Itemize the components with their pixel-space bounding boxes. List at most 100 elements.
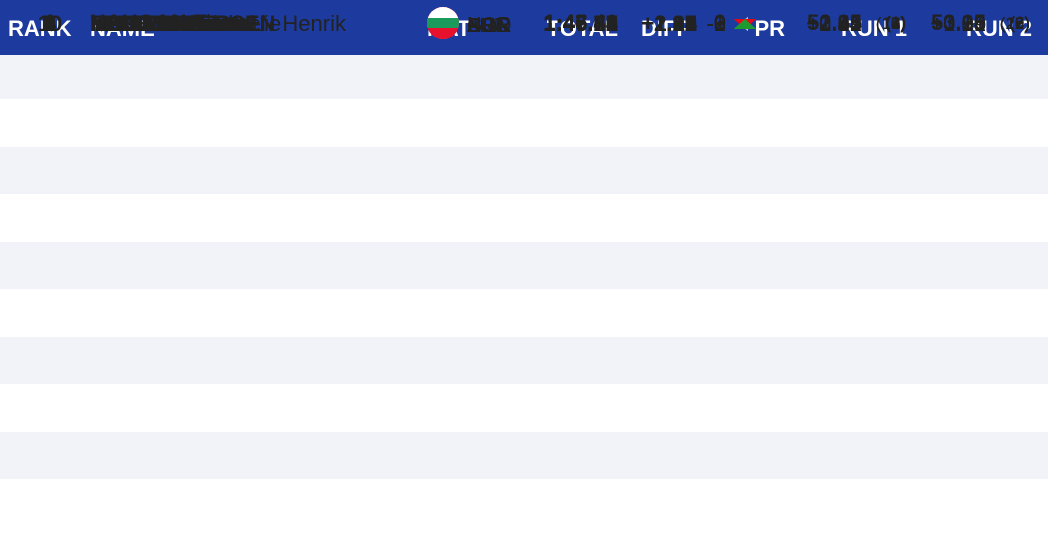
run1-time: +1.18 [806,11,862,36]
first-name: Atle Lie [207,11,282,36]
rank: 9 [43,11,57,36]
flag-part [427,27,459,39]
time-diff: +1.91 [641,11,697,36]
position-change: 3 [713,11,726,36]
athlete-name: NOEL Clement [90,0,240,48]
first-name: Albert [175,11,233,36]
trend-arrow [734,18,756,29]
nation: GBR [467,15,511,37]
run1-time: +2.62 [806,11,862,36]
position-change: 2 [713,11,726,36]
time-diff: +2.37 [641,11,697,36]
run1-rank: (7) [885,14,906,33]
nation: NOR [467,15,512,37]
run1-rank: (1) [885,13,906,32]
athlete-name: POPOV Albert [90,0,233,48]
first-name: Loic [210,11,252,36]
athlete-name: HAUGAN Timon [90,0,254,46]
run2-time: -0.31 [935,11,986,36]
nation: SUI [467,15,501,37]
run2-rank: (20) [999,14,1030,33]
run1-rank: (8) [885,14,906,33]
run2-time: -0.09 [935,11,986,36]
run1-time: +1.44 [806,11,862,36]
total-time: 1:47.77 [543,11,618,36]
time-diff: +1.13 [641,11,697,36]
column-header: RUN 2 [965,16,1032,41]
run2-time: 53.15 [930,10,986,35]
total-time: 1:46.71 [543,11,618,36]
athlete-name: YULE Daniel [90,0,218,48]
table-row: 2 MEILLARD Loic SUI 1:46.53 +1.13 6 +1.44 (8) -0.… [0,6,1048,99]
total-time: 1:46.66 [543,11,618,36]
run1-rank: (10) [875,14,906,33]
last-name: NOEL [90,11,152,36]
position-change: 6 [713,11,726,36]
nation: NOR [467,15,512,37]
time-diff: +1.31 [641,11,697,36]
nation: SUI [467,15,501,37]
run2-rank: (6) [1009,13,1030,32]
run2-time: +1.01 [930,11,986,36]
flag-part [427,17,459,28]
position-change: 1 [713,11,726,36]
position-change: 0 [713,11,726,36]
run1-rank: (19) [875,14,906,33]
total-time: 1:47.31 [543,11,618,36]
table-row: 7 FELLER Manuel AUT 1:47.31 +1.91 3 +1.55 (10) +0… [0,6,1048,337]
run1-time: +1.41 [806,11,862,36]
arrow-shape [734,18,756,29]
rank: 10 [37,11,63,36]
total-time: 1:46.53 [543,11,618,36]
rank: 7 [43,11,57,36]
last-name: KRISTOFFERSEN [90,11,276,36]
run2-time: +0.95 [930,11,986,36]
run2-time: +0.50 [930,11,986,36]
run1-time: +0.31 [806,11,862,36]
rank: 3 [43,11,57,36]
table-row: 10 POPOV Albert BUL 1:47.77 +2.37 9 +2.62 (19) -0… [0,6,1048,479]
table-row: 3 MCGRATH Atle Lie NOR 1:46.66 +1.26 -1 +0.31 (2… [0,6,1048,147]
table-row: 8 RYDING Dave GBR 1:47.44 +2.04 1 +1.54 (9) +0.50… [0,6,1048,384]
run2-time: -0.25 [935,11,986,36]
run2-rank: (5) [1009,14,1030,33]
run1-rank: (2) [885,14,906,33]
time-diff: +2.04 [641,11,697,36]
table-body: 1 HAUGAN Timon NOR 1:45.40 0 52.25 (1) 53.15 (6) 2… [0,0,1048,479]
run2-time: +0.36 [930,11,986,36]
column-header: DIFF [641,16,690,41]
last-name: MCGRATH [90,11,201,36]
position-change: -1 [706,11,726,36]
last-name: YULE [90,11,149,36]
run2-rank: (12) [999,14,1030,33]
rank: 6 [43,11,57,36]
total-time: 1:46.72 [543,11,618,36]
time-diff: +2.19 [641,11,697,36]
athlete-name: FELLER Manuel [90,0,255,48]
time-diff: +1.89 [641,11,697,36]
run1-time: +1.05 [806,11,862,36]
rank: 2 [43,11,57,36]
last-name: KOLEGA [90,11,185,36]
total-time: 1:45.40 [543,10,618,35]
athlete-name: MCGRATH Atle Lie [90,0,281,48]
rank: 4 [43,11,57,36]
last-name: RYDING [90,11,175,36]
table-row: 5 KOLEGA Samuel CRO 1:46.72 +1.32 2 +1.41 (7) -0.… [0,6,1048,242]
nation: AUT [467,15,507,37]
run2-time: +0.90 [930,11,986,36]
flag [427,6,459,39]
nation: CRO [467,15,512,37]
first-name: Timon [193,10,254,35]
column-header: PR [754,16,785,41]
first-name: Dave [181,11,234,36]
run1-rank: (6) [885,14,906,33]
column-header: NAME [90,16,155,41]
first-name: Samuel [191,11,266,36]
column-header: TOTAL [546,16,618,41]
time-diff: +1.32 [641,11,697,36]
table-row: 9 YULE Daniel SUI 1:47.59 +2.19 -3 +1.18 (6) +1.0… [0,6,1048,432]
rank: 1 [43,10,57,35]
